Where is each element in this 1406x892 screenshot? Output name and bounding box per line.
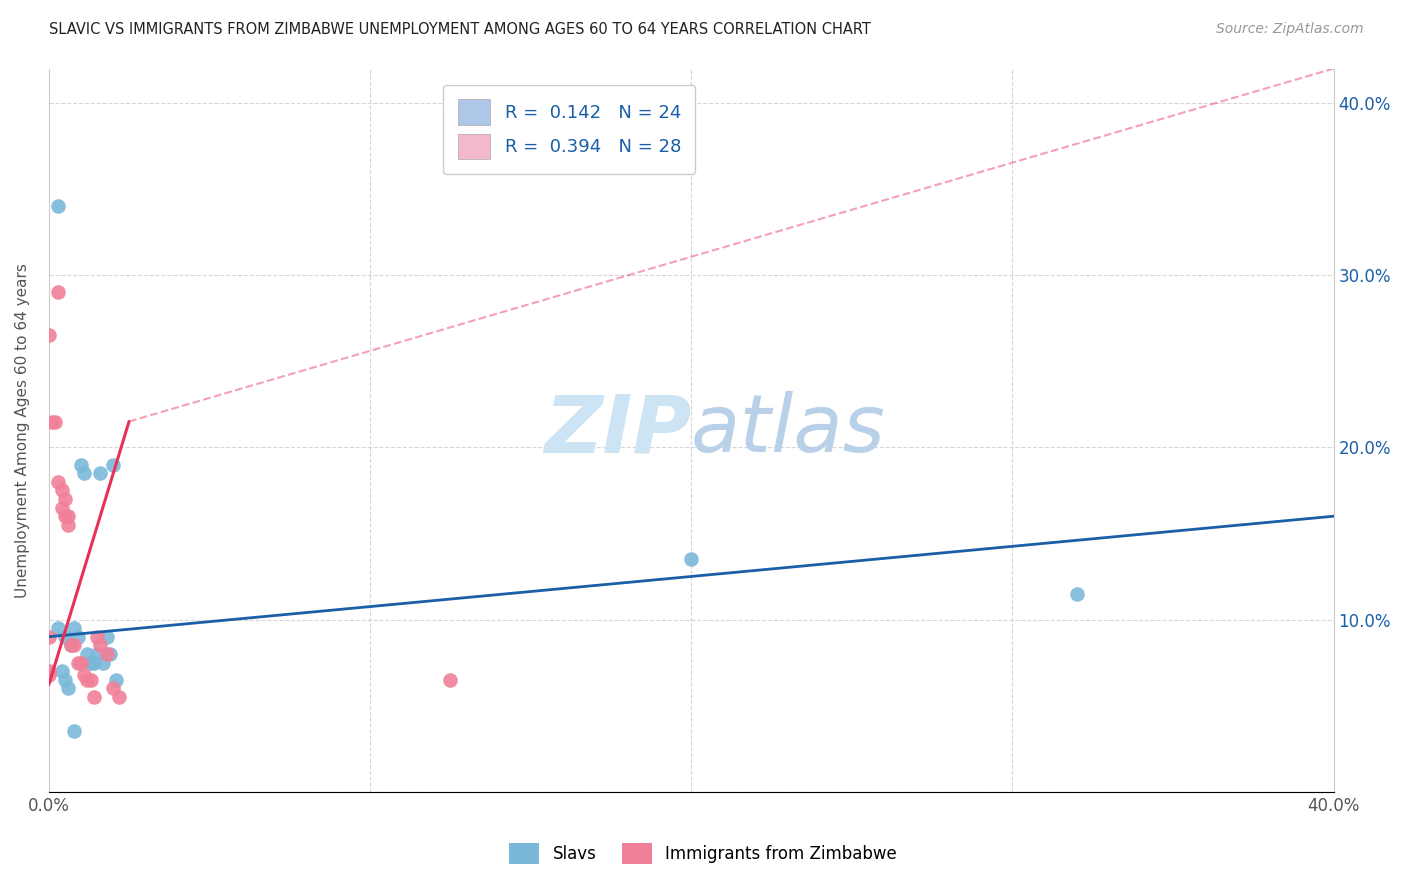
Point — [1066, 587, 1088, 601]
Point — [53, 509, 76, 524]
Point — [63, 638, 86, 652]
Point — [73, 466, 96, 480]
Point — [38, 667, 60, 681]
Point — [79, 673, 101, 687]
Point — [93, 656, 115, 670]
Legend: Slavs, Immigrants from Zimbabwe: Slavs, Immigrants from Zimbabwe — [503, 837, 903, 871]
Point — [56, 517, 79, 532]
Point — [79, 656, 101, 670]
Text: SLAVIC VS IMMIGRANTS FROM ZIMBABWE UNEMPLOYMENT AMONG AGES 60 TO 64 YEARS CORREL: SLAVIC VS IMMIGRANTS FROM ZIMBABWE UNEMP… — [49, 22, 872, 37]
Text: Source: ZipAtlas.com: Source: ZipAtlas.com — [1216, 22, 1364, 37]
Point — [48, 475, 70, 489]
Point — [98, 647, 121, 661]
Point — [60, 638, 83, 652]
Point — [53, 630, 76, 644]
Point — [53, 673, 76, 687]
Point — [38, 630, 60, 644]
Point — [56, 681, 79, 696]
Point — [89, 638, 111, 652]
Point — [73, 667, 96, 681]
Point — [439, 673, 461, 687]
Point — [51, 483, 73, 498]
Point — [108, 690, 131, 704]
Point — [96, 647, 118, 661]
Point — [41, 415, 63, 429]
Point — [70, 458, 93, 472]
Point — [38, 328, 60, 343]
Point — [681, 552, 703, 566]
Point — [51, 500, 73, 515]
Y-axis label: Unemployment Among Ages 60 to 64 years: Unemployment Among Ages 60 to 64 years — [15, 262, 30, 598]
Point — [86, 647, 108, 661]
Point — [48, 621, 70, 635]
Legend: R =  0.142   N = 24, R =  0.394   N = 28: R = 0.142 N = 24, R = 0.394 N = 28 — [443, 85, 696, 174]
Point — [86, 630, 108, 644]
Point — [70, 656, 93, 670]
Point — [89, 466, 111, 480]
Point — [63, 724, 86, 739]
Point — [53, 491, 76, 506]
Point — [66, 656, 89, 670]
Point — [44, 415, 66, 429]
Point — [51, 664, 73, 678]
Point — [48, 285, 70, 300]
Text: ZIP: ZIP — [544, 391, 692, 469]
Point — [60, 638, 83, 652]
Point — [101, 681, 124, 696]
Point — [76, 647, 98, 661]
Point — [101, 458, 124, 472]
Point — [48, 199, 70, 213]
Text: atlas: atlas — [692, 391, 886, 469]
Point — [66, 630, 89, 644]
Point — [56, 509, 79, 524]
Point — [76, 673, 98, 687]
Point — [96, 630, 118, 644]
Point — [63, 621, 86, 635]
Point — [83, 656, 105, 670]
Point — [83, 690, 105, 704]
Point — [38, 664, 60, 678]
Point — [105, 673, 128, 687]
